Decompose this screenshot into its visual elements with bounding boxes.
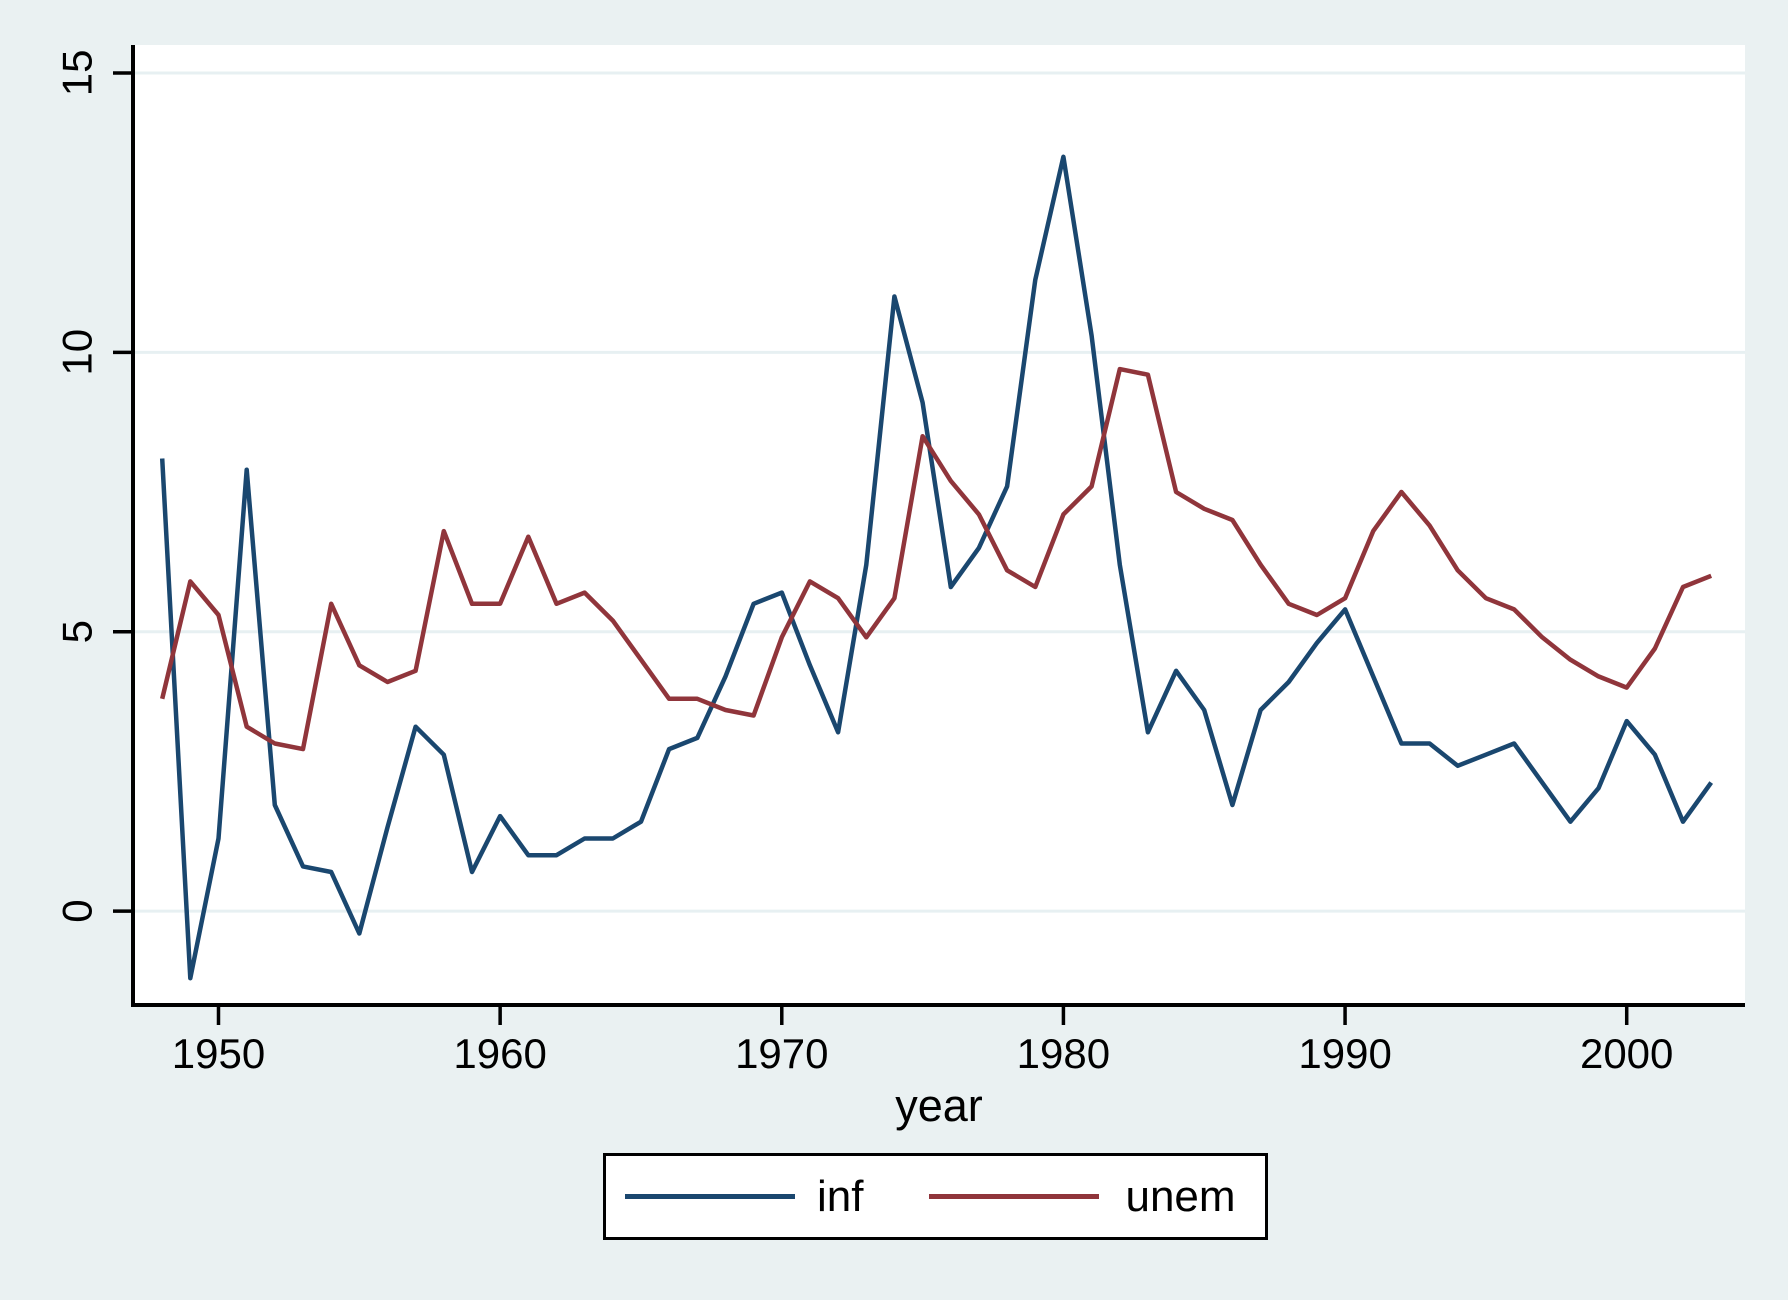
y-tick-label: 5 (54, 620, 101, 643)
legend-label-unem: unem (1125, 1171, 1236, 1221)
x-tick-label: 1950 (172, 1030, 265, 1077)
legend-line-unem-icon (929, 1194, 1100, 1199)
series-line-unem (160, 366, 1713, 752)
legend-label-inf: inf (817, 1171, 864, 1221)
y-tick-label: 10 (54, 329, 101, 376)
series-line-inf (159, 154, 1714, 981)
x-tick-label: 1990 (1298, 1030, 1391, 1077)
x-tick-label: 1960 (453, 1030, 546, 1077)
y-tick-label: 15 (54, 50, 101, 97)
legend-line-inf-icon (625, 1194, 795, 1199)
x-tick-label: 1970 (735, 1030, 828, 1077)
x-tick-label: 1980 (1017, 1030, 1110, 1077)
x-tick-label: 2000 (1580, 1030, 1673, 1077)
x-axis-title: year (895, 1080, 983, 1131)
legend: inf unem (603, 1153, 1268, 1240)
y-tick-label: 0 (54, 899, 101, 922)
